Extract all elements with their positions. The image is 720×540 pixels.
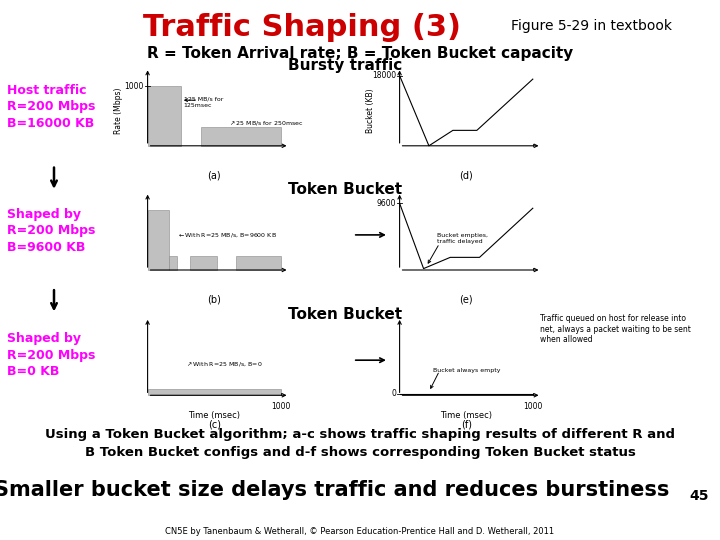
- Text: 1000: 1000: [271, 402, 290, 411]
- Text: Shaped by
R=200 Mbps
B=9600 KB: Shaped by R=200 Mbps B=9600 KB: [7, 208, 96, 254]
- Text: (a): (a): [207, 170, 221, 180]
- Text: $\leftarrow$With R=25 MB/s, B=9600 KB: $\leftarrow$With R=25 MB/s, B=9600 KB: [177, 231, 276, 239]
- Text: CN5E by Tanenbaum & Wetherall, © Pearson Education-Prentice Hall and D. Wetheral: CN5E by Tanenbaum & Wetherall, © Pearson…: [166, 526, 554, 536]
- Text: Figure 5-29 in textbook: Figure 5-29 in textbook: [511, 19, 672, 33]
- Bar: [400, 325, 533, 395]
- Text: $\nearrow$25 MB/s for 250msec: $\nearrow$25 MB/s for 250msec: [228, 119, 303, 127]
- Bar: [148, 76, 281, 146]
- Bar: [148, 325, 281, 395]
- Text: 45: 45: [690, 489, 709, 503]
- Text: Bucket empties,
traffic delayed: Bucket empties, traffic delayed: [437, 233, 488, 244]
- Text: Bursty traffic: Bursty traffic: [288, 58, 402, 73]
- Text: $\nearrow$With R=25 MB/s, B=0: $\nearrow$With R=25 MB/s, B=0: [185, 360, 263, 368]
- Text: Bucket always empty: Bucket always empty: [433, 368, 500, 373]
- Text: Time (msec): Time (msec): [440, 411, 492, 421]
- Text: 0: 0: [391, 389, 396, 399]
- Text: (e): (e): [459, 294, 473, 305]
- Bar: [148, 200, 281, 270]
- Text: 1000: 1000: [125, 82, 144, 91]
- Text: Time (msec): Time (msec): [188, 411, 240, 421]
- Text: Bucket (KB): Bucket (KB): [366, 89, 375, 133]
- Bar: [169, 256, 177, 270]
- Text: Token Bucket: Token Bucket: [288, 182, 402, 197]
- Text: 1000: 1000: [523, 402, 542, 411]
- Text: Smaller bucket size delays traffic and reduces burstiness: Smaller bucket size delays traffic and r…: [0, 480, 669, 500]
- Text: (c): (c): [207, 420, 221, 430]
- Text: Token Bucket: Token Bucket: [288, 307, 402, 322]
- Bar: [201, 127, 281, 146]
- Bar: [148, 210, 169, 270]
- Bar: [235, 256, 281, 270]
- Text: Using a Token Bucket algorithm; a-c shows traffic shaping results of different R: Using a Token Bucket algorithm; a-c show…: [45, 428, 675, 458]
- Bar: [148, 86, 181, 146]
- Text: (b): (b): [207, 294, 221, 305]
- Text: Traffic Shaping (3): Traffic Shaping (3): [143, 14, 462, 43]
- Bar: [148, 389, 281, 395]
- Text: Shaped by
R=200 Mbps
B=0 KB: Shaped by R=200 Mbps B=0 KB: [7, 332, 96, 378]
- Text: (f): (f): [461, 420, 472, 430]
- Text: 125 MB/s for
125msec: 125 MB/s for 125msec: [184, 97, 223, 107]
- Bar: [400, 200, 533, 270]
- Text: R = Token Arrival rate; B = Token Bucket capacity: R = Token Arrival rate; B = Token Bucket…: [147, 46, 573, 61]
- Bar: [190, 256, 217, 270]
- Text: (d): (d): [459, 170, 473, 180]
- Text: Traffic queued on host for release into
net, always a packet waiting to be sent
: Traffic queued on host for release into …: [540, 314, 691, 344]
- Text: 9600: 9600: [377, 199, 396, 208]
- Bar: [400, 76, 533, 146]
- Text: Host traffic
R=200 Mbps
B=16000 KB: Host traffic R=200 Mbps B=16000 KB: [7, 84, 96, 130]
- Text: 18000: 18000: [372, 71, 396, 80]
- Text: Rate (Mbps): Rate (Mbps): [114, 87, 123, 134]
